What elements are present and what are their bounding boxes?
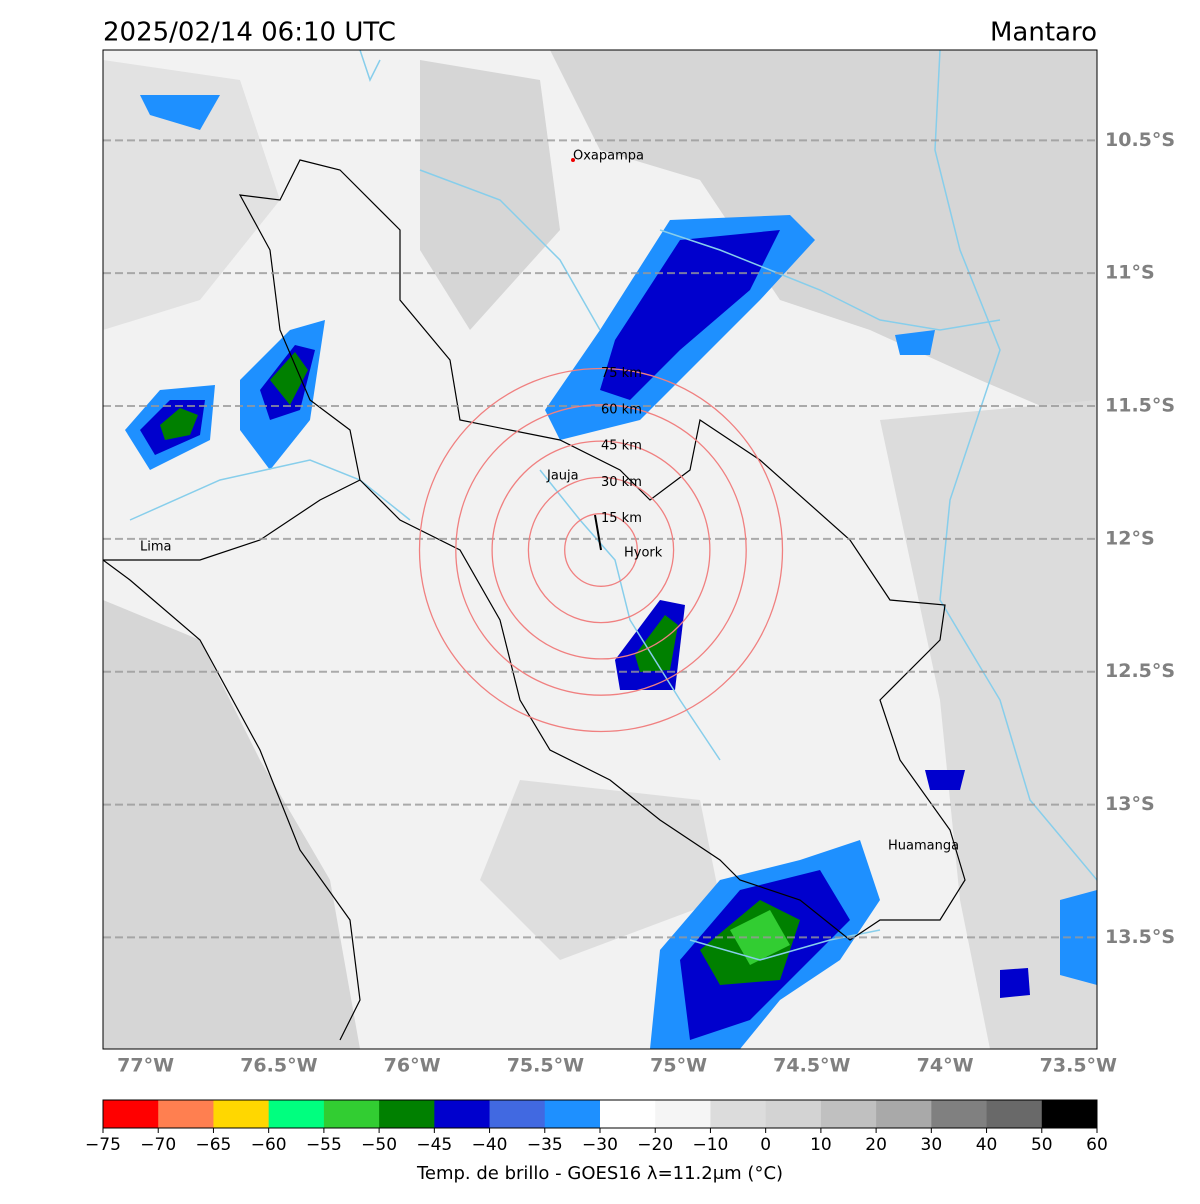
lat-label: 12°S	[1105, 527, 1155, 549]
colorbar-tick-label: 20	[865, 1135, 887, 1155]
place-label: Jauja	[546, 469, 579, 484]
colorbar-swatch	[213, 1100, 270, 1128]
colorbar-tick-label: −20	[637, 1135, 673, 1155]
colorbar-swatch	[103, 1100, 159, 1128]
colorbar-swatch	[710, 1100, 767, 1128]
colorbar-swatch	[986, 1100, 1043, 1128]
lon-label: 73.5°W	[1040, 1055, 1117, 1077]
range-ring	[491, 440, 711, 660]
range-ring	[527, 476, 675, 624]
colorbar-tick-label: −10	[692, 1135, 728, 1155]
colorbar-tick-label: −60	[251, 1135, 287, 1155]
place-label: Huamanga	[888, 839, 959, 854]
colorbar-swatch	[600, 1100, 656, 1128]
colorbar-tick-label: 50	[1031, 1135, 1053, 1155]
ring-label: 75 km	[601, 366, 642, 381]
lat-label: 12.5°S	[1105, 660, 1175, 682]
region: Mantaro	[990, 18, 1097, 48]
colorbar-tick-label: −45	[416, 1135, 452, 1155]
map-frame	[102, 49, 1098, 1050]
colorbar-tick-label: 40	[976, 1135, 998, 1155]
colorbar-swatch	[765, 1100, 822, 1128]
lat-label: 10.5°S	[1105, 129, 1175, 151]
lon-label: 76°W	[384, 1055, 441, 1077]
colorbar-swatch	[268, 1100, 325, 1128]
colorbar-swatch	[489, 1100, 546, 1128]
range-ring	[418, 367, 784, 733]
lat-label: 13°S	[1105, 793, 1155, 815]
title: 2025/02/14 06:10 UTC	[103, 18, 396, 48]
map: 15 km 30 km 45 km 60 km 75 km Oxapampa Jauja…	[103, 50, 1097, 1049]
lon-label: 76.5°W	[240, 1055, 317, 1077]
lat-label: 13.5°S	[1105, 926, 1175, 948]
colorbar-tick-label: −50	[361, 1135, 397, 1155]
colorbar-tick-label: −70	[140, 1135, 176, 1155]
lat-label: 11.5°S	[1105, 395, 1175, 417]
ring-label: 45 km	[601, 439, 642, 454]
place-label: Oxapampa	[573, 149, 644, 164]
colorbar-swatch	[1041, 1100, 1098, 1128]
place-label: Hyork	[624, 546, 663, 561]
colorbar-tick-label: 10	[810, 1135, 832, 1155]
lon-label: 77°W	[117, 1055, 174, 1077]
place-label: Lima	[140, 540, 171, 555]
colorbar: −75 −70 −65 −60 −55 −50 −45 −40 −35 −30 −20 −10 0 10 2…	[85, 1099, 1108, 1155]
lat-label: 11°S	[1105, 262, 1155, 284]
colorbar-tick-label: −75	[85, 1135, 121, 1155]
colorbar-swatch	[434, 1100, 491, 1128]
marker	[571, 158, 575, 162]
colorbar-swatch	[876, 1100, 932, 1128]
ring-label: 60 km	[601, 402, 642, 417]
ring-label: 30 km	[601, 475, 642, 490]
colorbar-swatch	[379, 1100, 435, 1128]
colorbar-tick-label: −40	[472, 1135, 508, 1155]
range-rings: 15 km 30 km 45 km 60 km 75 km	[418, 366, 784, 733]
colorbar-tick-label: −30	[582, 1135, 618, 1155]
colorbar-swatch	[323, 1100, 380, 1128]
track	[594, 514, 602, 551]
colorbar-label: Temp. de brillo - GOES16 λ=11.2μm (°C)	[416, 1163, 783, 1184]
colorbar-swatch	[544, 1100, 601, 1128]
colorbar-tick-label: −55	[306, 1135, 342, 1155]
colorbar-tick-label: 0	[760, 1135, 771, 1155]
colorbar-tick-label: 30	[921, 1135, 943, 1155]
lon-label: 75°W	[650, 1055, 707, 1077]
colorbar-tick-label: −35	[527, 1135, 563, 1155]
range-ring	[564, 513, 638, 587]
colorbar-swatch	[820, 1100, 877, 1128]
colorbar-tick-label: 60	[1086, 1135, 1108, 1155]
range-ring	[455, 404, 747, 696]
borders	[103, 159, 966, 1041]
cold-clouds	[125, 95, 1097, 1049]
lon-label: 74.5°W	[773, 1055, 850, 1077]
lon-label: 74°W	[917, 1055, 974, 1077]
lon-label: 75.5°W	[507, 1055, 584, 1077]
colorbar-tick-label: −65	[195, 1135, 231, 1155]
colorbar-swatch	[158, 1100, 214, 1128]
colorbar-swatch	[655, 1100, 711, 1128]
colorbar-swatch	[931, 1100, 988, 1128]
ring-label: 15 km	[601, 511, 642, 526]
